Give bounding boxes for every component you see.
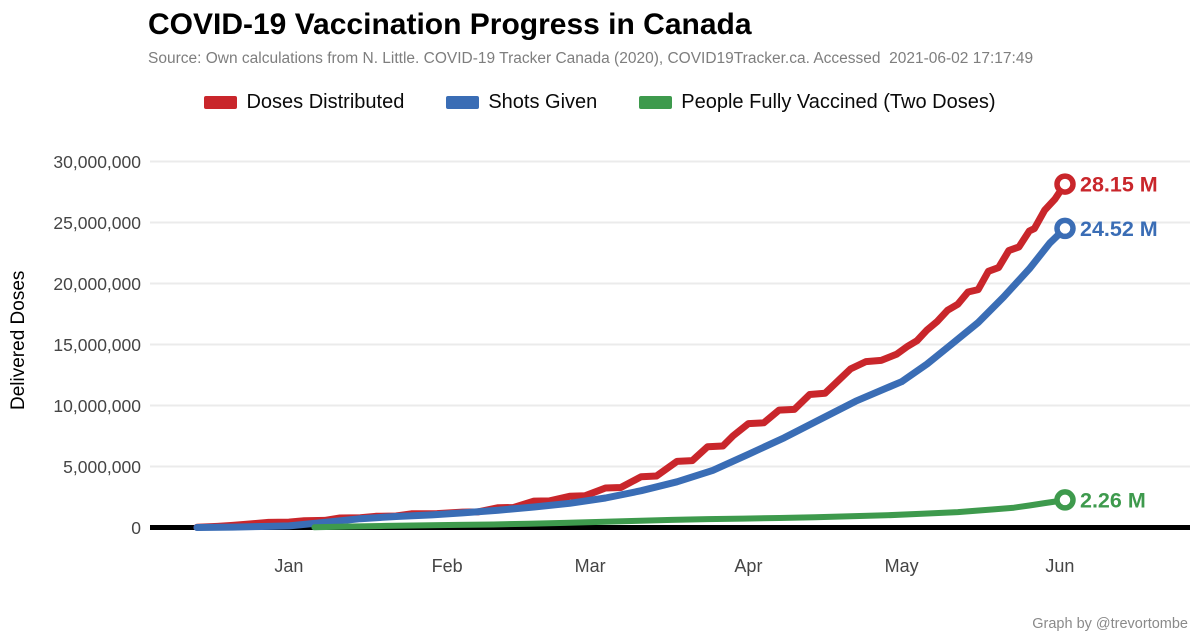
chart-subtitle: Source: Own calculations from N. Little.…: [148, 50, 1034, 67]
legend-label: Shots Given: [488, 90, 598, 113]
legend-label: People Fully Vaccined (Two Doses): [681, 90, 996, 113]
series-line-shots-given: [193, 224, 1069, 531]
x-tick-label: Apr: [734, 556, 762, 576]
y-tick-label: 15,000,000: [53, 335, 141, 355]
x-tick-label: Mar: [575, 556, 606, 576]
chart-credit-caption: Graph by @trevortombe: [1032, 616, 1188, 632]
y-tick-label: 20,000,000: [53, 274, 141, 294]
series-end-marker-shots-given: [1054, 217, 1076, 240]
legend-swatch-green-icon: [639, 95, 673, 109]
series-end-label-doses-distributed: 28.15 M: [1080, 173, 1158, 197]
x-tick-label: Feb: [432, 556, 463, 576]
series-end-marker-doses-distributed: [1054, 173, 1076, 195]
series-end-label-shots-given: 24.52 M: [1080, 217, 1158, 241]
legend-item-fully-vaccined: People Fully Vaccined (Two Doses): [639, 90, 996, 114]
y-tick-label: 0: [131, 518, 141, 538]
series-end-label-people-fully-vaccined-two-doses: 2.26 M: [1080, 488, 1146, 512]
y-tick-label: 5,000,000: [63, 457, 141, 477]
legend-swatch-blue-icon: [446, 95, 480, 109]
chart-title: COVID-19 Vaccination Progress in Canada: [148, 8, 752, 41]
y-tick-label: 30,000,000: [53, 152, 141, 172]
x-tick-label: Jun: [1045, 556, 1074, 576]
y-tick-label: 10,000,000: [53, 396, 141, 416]
legend-item-doses-distributed: Doses Distributed: [204, 91, 404, 114]
chart-legend: Doses Distributed Shots Given People Ful…: [0, 86, 1200, 118]
x-tick-label: Jan: [274, 556, 303, 576]
series-end-marker-people-fully-vaccined-two-doses: [1054, 489, 1076, 511]
legend-label: Doses Distributed: [246, 90, 405, 113]
series-line-people-fully-vaccined-two-doses: [311, 496, 1068, 531]
x-tick-label: May: [885, 556, 919, 576]
y-tick-label: 25,000,000: [53, 213, 141, 233]
legend-item-shots-given: Shots Given: [446, 91, 597, 114]
legend-swatch-red-icon: [204, 95, 238, 109]
